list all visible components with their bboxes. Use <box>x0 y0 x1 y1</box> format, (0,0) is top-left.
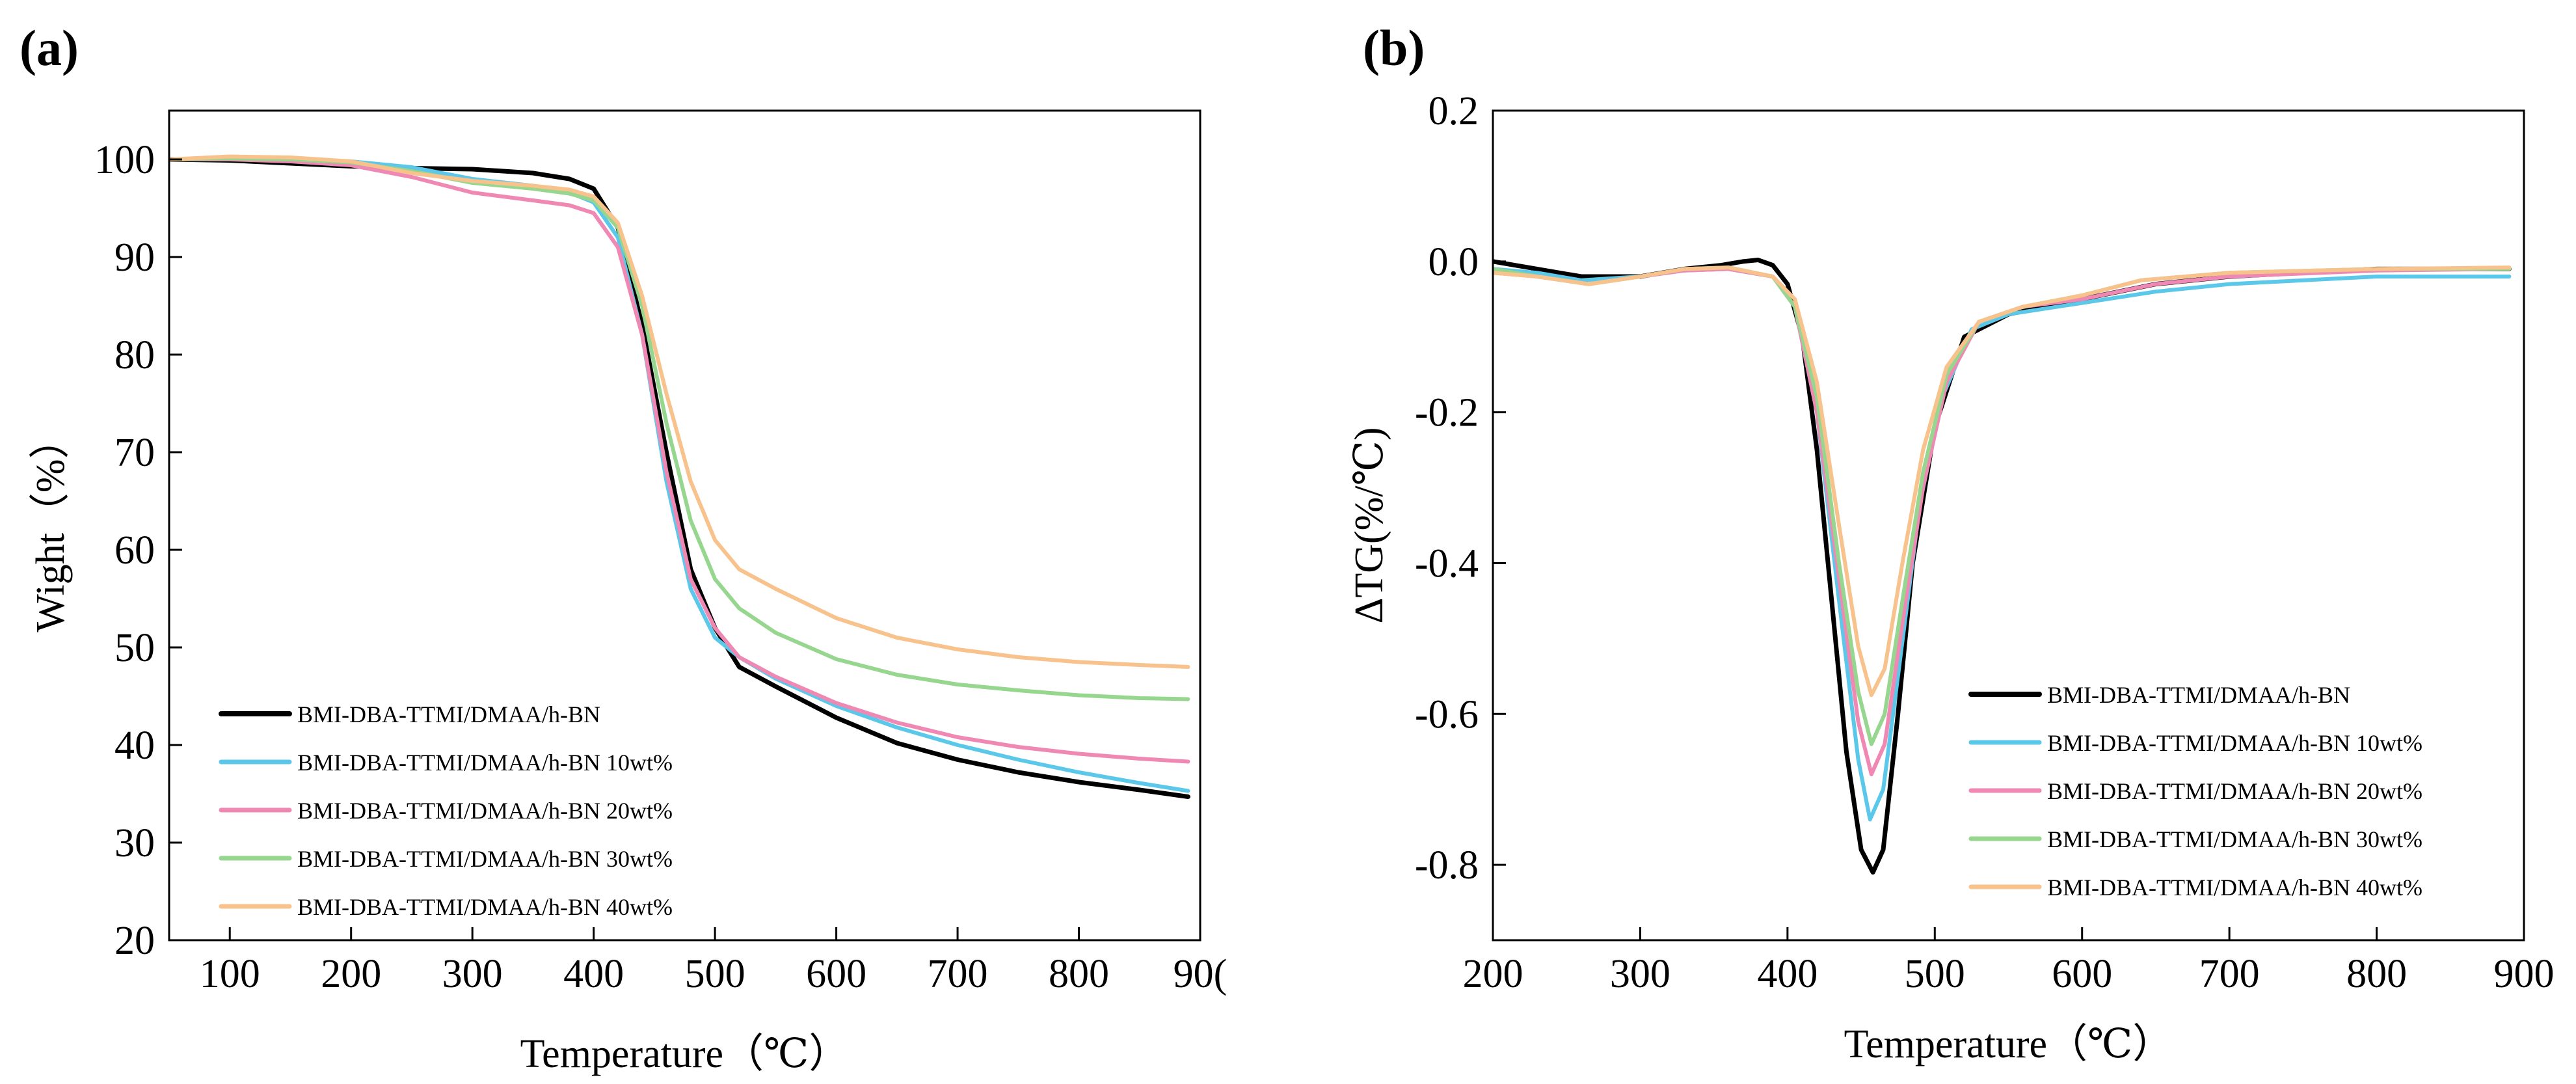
legend-label-3: BMI-DBA-TTMI/DMAA/h-BN 20wt% <box>297 798 673 824</box>
panel-label: (b) <box>1363 20 1425 76</box>
y-tick-label: 0.2 <box>1429 89 1479 133</box>
x-axis-title: Temperature（℃） <box>520 1032 850 1076</box>
y-tick-label: 100 <box>94 138 155 182</box>
y-tick-label: 30 <box>114 821 155 865</box>
legend: BMI-DBA-TTMI/DMAA/h-BN BMI-DBA-TTMI/DMAA/… <box>219 701 673 920</box>
x-tick-label: 200 <box>321 952 381 996</box>
x-tick-label: 600 <box>2052 952 2112 996</box>
panel-a-weight-loss-chart: (a) 100 200 300 400 500 600 700 800 90( 20 30 40 50 60… <box>20 20 1227 1076</box>
y-tick-label: 20 <box>114 919 155 963</box>
plot-frame <box>1492 109 2525 942</box>
y-tick-label: -0.8 <box>1415 843 1479 888</box>
plot-frame <box>168 109 1201 942</box>
series-line-3 <box>1493 267 2512 776</box>
legend-label-5: BMI-DBA-TTMI/DMAA/h-BN 40wt% <box>2047 874 2422 901</box>
legend-label-4: BMI-DBA-TTMI/DMAA/h-BN 30wt% <box>2047 826 2422 852</box>
y-tick-label: 70 <box>114 431 155 475</box>
series-line-5 <box>169 154 1190 669</box>
x-tick-label: 500 <box>1905 952 1965 996</box>
x-tick-label: 100 <box>200 952 260 996</box>
y-tick-label: -0.4 <box>1415 541 1479 586</box>
x-tick-label: 800 <box>2346 952 2407 996</box>
legend-label-4: BMI-DBA-TTMI/DMAA/h-BN 30wt% <box>297 846 673 872</box>
x-tick-label: 500 <box>685 952 745 996</box>
x-tick-label: 400 <box>563 952 624 996</box>
y-tick-label: 90 <box>114 236 155 280</box>
series-line-3 <box>169 157 1190 764</box>
legend-label-3: BMI-DBA-TTMI/DMAA/h-BN 20wt% <box>2047 778 2422 804</box>
legend-label-2: BMI-DBA-TTMI/DMAA/h-BN 10wt% <box>297 750 673 776</box>
x-axis-title: Temperature（℃） <box>1844 1022 2173 1066</box>
x-tick-label: 300 <box>442 952 503 996</box>
x-tick-label: 400 <box>1757 952 1818 996</box>
panel-label: (a) <box>20 20 79 76</box>
series-line-5 <box>1493 265 2512 698</box>
x-tick-label: 800 <box>1049 952 1109 996</box>
x-tick-label: 90( <box>1174 952 1228 996</box>
x-tick-label: 200 <box>1463 952 1523 996</box>
legend-label-1: BMI-DBA-TTMI/DMAA/h-BN <box>2047 682 2350 708</box>
legend-label-1: BMI-DBA-TTMI/DMAA/h-BN <box>297 701 600 727</box>
series-line-4 <box>169 156 1190 701</box>
legend-label-5: BMI-DBA-TTMI/DMAA/h-BN 40wt% <box>297 894 673 920</box>
x-tick-label: 300 <box>1610 952 1670 996</box>
y-tick-label: 50 <box>114 626 155 670</box>
series-line-4 <box>1493 265 2512 746</box>
y-tick-label: -0.6 <box>1415 692 1479 737</box>
x-tick-label: 600 <box>806 952 866 996</box>
panel-b-dtg-chart: (b) 200 300 400 500 600 700 800 900 0.2 0.0 -0.2 -0.… <box>1347 20 2555 1066</box>
series-group <box>1493 258 2512 875</box>
series-group <box>169 154 1190 799</box>
y-tick-label: 80 <box>114 333 155 377</box>
y-axis-title: Wight（%） <box>29 418 73 632</box>
x-tick-label: 900 <box>2494 952 2555 996</box>
y-tick-label: 0.0 <box>1429 240 1479 284</box>
x-tick-label: 700 <box>928 952 988 996</box>
x-tick-label: 700 <box>2199 952 2260 996</box>
y-axis-title: ΔTG(%/℃) <box>1347 427 1391 623</box>
legend-label-2: BMI-DBA-TTMI/DMAA/h-BN 10wt% <box>2047 730 2422 756</box>
series-line-2 <box>169 156 1190 793</box>
y-tick-label: 60 <box>114 528 155 573</box>
y-tick-label: -0.2 <box>1415 391 1479 435</box>
legend: BMI-DBA-TTMI/DMAA/h-BN BMI-DBA-TTMI/DMAA/… <box>1968 682 2422 901</box>
y-tick-label: 40 <box>114 724 155 768</box>
